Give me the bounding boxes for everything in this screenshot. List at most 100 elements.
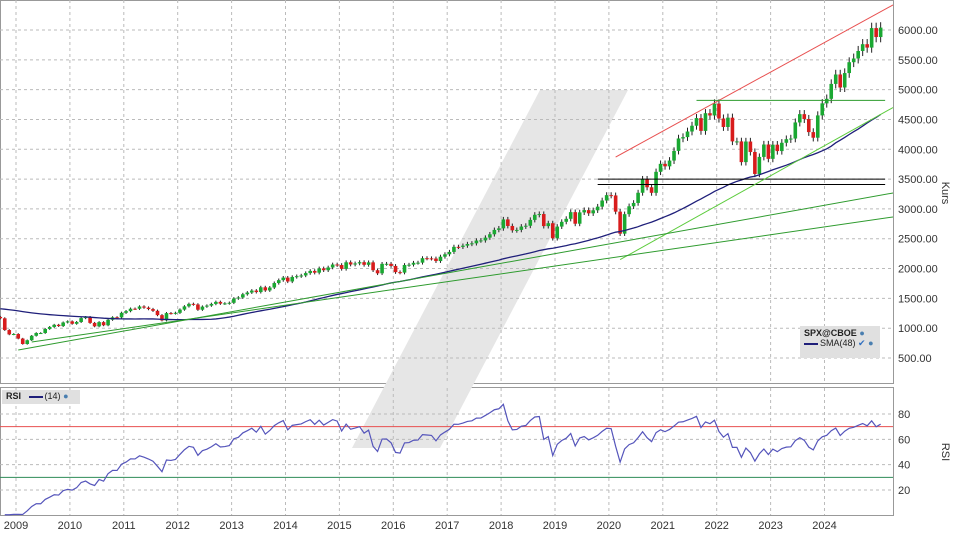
candle [708,113,712,116]
x-tick-label: 2022 [704,520,728,532]
candle [389,263,393,266]
candle [326,267,330,271]
candle [595,206,600,211]
candle [739,141,744,163]
candle [757,156,762,174]
candle [851,58,856,63]
trendline [31,216,894,343]
candle [762,144,766,157]
x-tick-label: 2009 [4,520,28,532]
candle [685,131,690,138]
candle [119,312,124,318]
candle [290,276,295,282]
y-tick-label: 6000.00 [898,25,938,37]
candle [802,114,807,119]
candle [205,305,209,307]
candle [824,98,829,104]
candle [820,103,825,116]
candle [609,195,613,197]
globe-icon[interactable]: ● [63,391,69,401]
candle [586,210,591,214]
legend: SPX@CBOE ● SMA(48) ✔ ● [800,326,880,358]
candle [582,210,586,213]
candle [461,245,465,247]
candle [236,297,241,299]
candle [730,117,735,142]
candle [447,251,452,255]
candle [528,219,533,226]
candle [209,303,214,306]
candle [806,118,811,133]
rsi-tick-label: 40 [898,460,910,472]
candle [771,144,775,159]
candle [690,125,694,132]
y-tick-label: 4500.00 [898,114,938,126]
candle [613,195,618,212]
candle [2,318,7,331]
candle [371,262,375,271]
candle [294,276,299,278]
candle [196,304,200,310]
check-icon[interactable]: ✔ [858,338,866,348]
candle [218,301,223,304]
y-tick-label: 500.00 [898,353,932,365]
y-tick-label: 2500.00 [898,234,938,246]
candle [559,221,564,227]
candle [537,214,542,216]
candle [627,206,631,215]
rsi-tick-label: 60 [898,434,910,446]
symbol-label: SPX@CBOE [804,328,857,338]
x-tick-label: 2013 [219,520,243,532]
candle [456,246,461,248]
candle [411,262,416,265]
candle [182,306,187,310]
candle [789,138,793,140]
candle [815,115,820,138]
candle [636,192,640,203]
trendline [615,4,894,158]
rsi-label: RSI [6,391,22,401]
candle [330,264,335,268]
candle [169,313,173,315]
globe-icon[interactable]: ● [859,328,865,338]
candle [393,265,398,273]
candle [321,268,326,271]
globe-icon[interactable]: ● [868,338,874,348]
candle [362,262,366,265]
x-tick-label: 2018 [489,520,513,532]
candle [726,117,730,127]
candle [272,283,277,288]
candle [443,254,447,257]
candle [550,223,555,239]
candle [573,212,578,224]
candle [25,340,30,345]
candle [658,163,663,172]
x-tick-label: 2010 [58,520,82,532]
candle [420,258,425,263]
candle [200,306,205,310]
x-tick-label: 2012 [165,520,189,532]
y-tick-label: 4000.00 [898,144,938,156]
candle [874,28,878,38]
candle [128,308,133,312]
candle [838,74,843,88]
x-tick-label: 2023 [758,520,782,532]
candle [241,294,245,298]
sma-line [0,113,881,321]
candle [699,118,703,131]
candle [622,214,627,234]
candle [506,219,510,226]
candle [793,122,798,139]
candle [173,312,178,314]
candle [74,321,79,324]
candle [649,187,654,193]
candle [308,270,313,274]
candle [465,243,470,246]
candle [780,142,784,152]
x-tick-label: 2024 [812,520,836,532]
candle [604,195,609,201]
x-tick-label: 2011 [112,520,136,532]
candle [65,321,70,323]
candle [20,338,25,345]
candle [667,160,672,167]
